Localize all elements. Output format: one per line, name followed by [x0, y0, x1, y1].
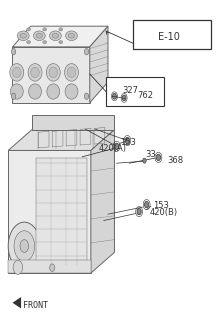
- Text: 762: 762: [137, 91, 153, 100]
- Ellipse shape: [13, 67, 21, 78]
- Ellipse shape: [27, 28, 30, 31]
- Circle shape: [137, 208, 141, 215]
- Ellipse shape: [36, 33, 43, 38]
- Ellipse shape: [59, 41, 63, 44]
- Polygon shape: [8, 260, 91, 273]
- Ellipse shape: [52, 33, 59, 38]
- Ellipse shape: [17, 31, 29, 41]
- Ellipse shape: [43, 28, 47, 31]
- Ellipse shape: [29, 84, 41, 99]
- Polygon shape: [8, 130, 114, 150]
- Bar: [133, 20, 211, 50]
- Polygon shape: [32, 116, 114, 130]
- Ellipse shape: [46, 64, 60, 81]
- Bar: [106, 77, 164, 106]
- Circle shape: [84, 49, 89, 55]
- Ellipse shape: [20, 33, 26, 38]
- Polygon shape: [13, 297, 21, 308]
- Circle shape: [125, 137, 129, 144]
- Ellipse shape: [47, 84, 60, 99]
- Circle shape: [122, 95, 126, 101]
- Ellipse shape: [49, 31, 61, 41]
- Ellipse shape: [43, 41, 47, 44]
- Circle shape: [50, 264, 55, 271]
- Ellipse shape: [49, 67, 58, 78]
- Ellipse shape: [65, 84, 78, 99]
- Ellipse shape: [31, 67, 39, 78]
- Text: 420(B): 420(B): [150, 208, 178, 217]
- Polygon shape: [13, 26, 108, 47]
- Ellipse shape: [59, 28, 63, 31]
- Polygon shape: [90, 26, 108, 103]
- Ellipse shape: [65, 64, 78, 81]
- Polygon shape: [13, 47, 90, 103]
- Ellipse shape: [33, 31, 45, 41]
- Ellipse shape: [67, 67, 76, 78]
- Ellipse shape: [10, 84, 23, 99]
- Polygon shape: [91, 130, 114, 273]
- Text: 153: 153: [120, 138, 136, 147]
- Text: 327: 327: [122, 86, 138, 95]
- Text: 368: 368: [167, 156, 183, 165]
- Circle shape: [11, 49, 16, 55]
- Bar: [36, 158, 87, 265]
- Ellipse shape: [10, 64, 24, 81]
- Circle shape: [11, 93, 16, 100]
- Ellipse shape: [27, 41, 30, 44]
- Ellipse shape: [68, 33, 75, 38]
- Text: 420(A): 420(A): [98, 144, 126, 153]
- Circle shape: [113, 93, 116, 99]
- Circle shape: [84, 93, 89, 100]
- Circle shape: [14, 231, 35, 261]
- Ellipse shape: [66, 31, 77, 41]
- Circle shape: [145, 201, 149, 208]
- Circle shape: [156, 154, 160, 161]
- Polygon shape: [8, 150, 91, 273]
- Circle shape: [114, 143, 119, 149]
- Circle shape: [13, 260, 23, 274]
- Ellipse shape: [28, 64, 42, 81]
- Text: E-10: E-10: [158, 32, 180, 42]
- Circle shape: [8, 222, 40, 270]
- Text: 153: 153: [153, 201, 169, 210]
- Circle shape: [20, 240, 29, 252]
- Text: 33: 33: [146, 150, 156, 159]
- Text: FRONT: FRONT: [23, 301, 48, 310]
- Circle shape: [143, 158, 146, 163]
